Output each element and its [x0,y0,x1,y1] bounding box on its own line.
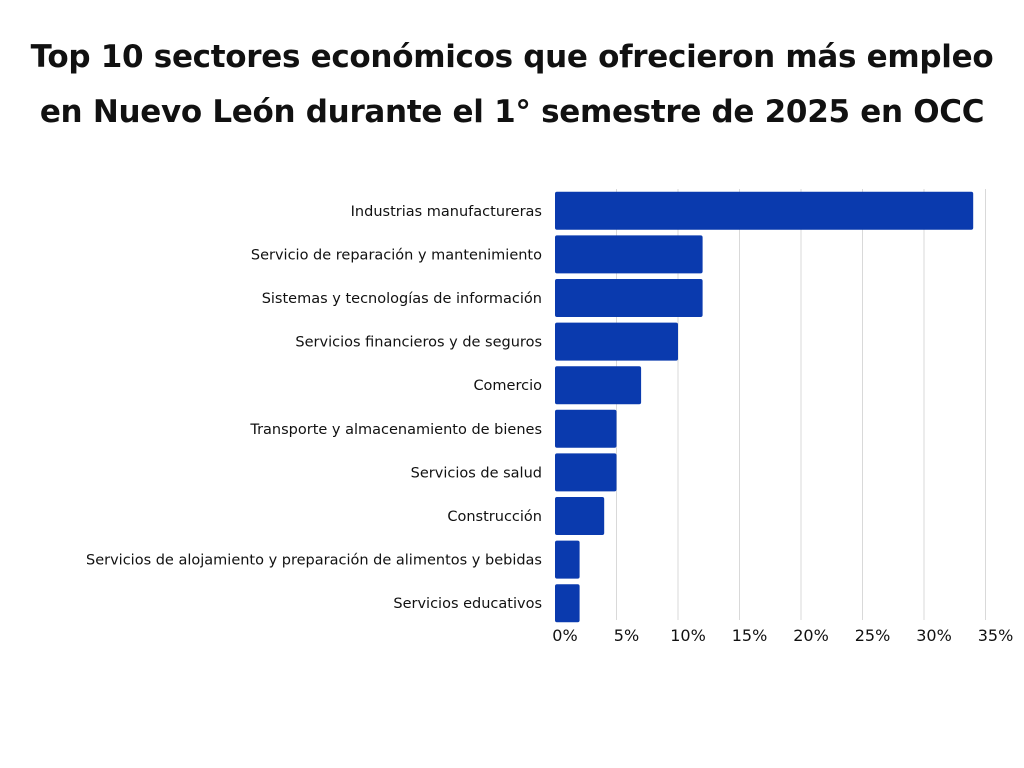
bar [555,584,580,623]
x-tick-label: 0% [552,626,577,645]
bar [555,322,678,361]
chart-title: Top 10 sectores económicos que ofreciero… [30,39,994,130]
category-label: Servicios de alojamiento y preparación d… [86,553,542,569]
category-label: Transporte y almacenamiento de bienes [249,422,542,438]
bar [555,279,703,317]
x-tick-label: 10% [670,626,706,645]
category-label: Comercio [473,378,542,394]
category-label: Sistemas y tecnologías de información [262,291,542,307]
category-label: Servicios financieros y de seguros [295,335,542,351]
category-label: Servicios educativos [393,596,542,612]
bars [555,191,974,623]
bar [555,191,974,230]
category-label: Servicio de reparación y mantenimiento [251,247,542,263]
bar [555,497,605,535]
bar [555,453,617,492]
x-axis-tick-labels: 0% 5% 10% 15% 20% 25% 30% 35% [552,626,1013,645]
category-labels: Industrias manufactureras Servicio de rep… [86,204,542,612]
x-tick-label: 35% [978,626,1014,645]
x-tick-label: 5% [614,626,639,645]
category-label: Industrias manufactureras [351,204,542,220]
bar [555,409,617,448]
x-tick-label: 30% [916,626,952,645]
category-label: Construcción [447,509,542,525]
bar [555,235,703,274]
x-tick-label: 25% [855,626,891,645]
bar [555,540,580,579]
x-tick-label: 20% [793,626,829,645]
x-tick-label: 15% [732,626,768,645]
bar [555,366,642,405]
category-label: Servicios de salud [411,465,542,481]
